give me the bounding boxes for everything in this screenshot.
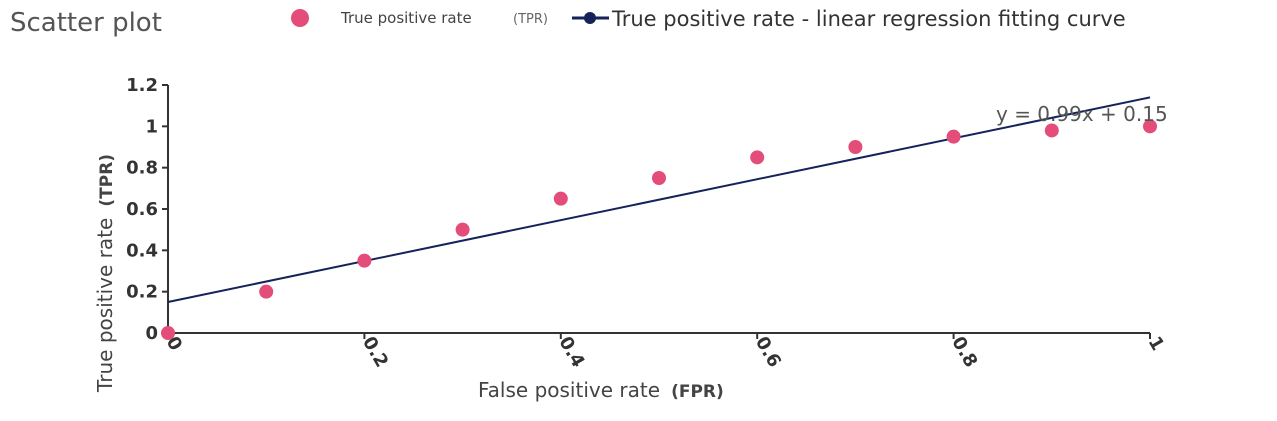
legend-line-label: True positive rate - linear regression f… xyxy=(611,7,1126,31)
regression-equation: y = 0.99x + 0.15 xyxy=(996,102,1168,126)
scatter-point xyxy=(553,191,568,206)
scatter-points xyxy=(161,119,1157,340)
x-tick-label: 0.6 xyxy=(751,333,785,371)
y-axis-label: True positive rate (TPR) xyxy=(93,154,117,393)
x-ticks: 0 0.2 0.4 0.6 0.8 1 xyxy=(162,333,1168,371)
y-axis-label-unit: (TPR) xyxy=(97,154,117,207)
x-tick-label: 1 xyxy=(1144,333,1168,354)
x-axis-label-text: False positive rate xyxy=(478,378,660,402)
legend-scatter-unit: (TPR) xyxy=(513,12,548,27)
y-tick-label: 0.2 xyxy=(126,282,158,303)
scatter-point xyxy=(161,326,175,340)
y-tick-label: 0 xyxy=(145,323,158,344)
scatter-point xyxy=(1143,119,1157,134)
x-tick-label: 0.4 xyxy=(554,333,588,371)
regression-line xyxy=(167,96,1151,303)
legend: True positive rate (TPR) True positive r… xyxy=(291,7,1126,31)
scatter-point xyxy=(946,129,961,144)
scatter-point xyxy=(848,140,863,154)
legend-line-dot xyxy=(584,12,596,24)
x-tick-label: 0.2 xyxy=(358,333,392,371)
x-axis-label: False positive rate (FPR) xyxy=(478,378,724,402)
scatter-point xyxy=(1044,123,1059,138)
scatter-point xyxy=(259,284,274,299)
legend-scatter-label: True positive rate xyxy=(340,9,472,27)
scatter-point xyxy=(357,253,372,268)
y-tick-label: 1 xyxy=(145,116,158,137)
scatter-point xyxy=(652,171,666,185)
y-tick-label: 0.8 xyxy=(126,158,158,179)
y-ticks: 0 0.2 0.4 0.6 0.8 1 1.2 xyxy=(126,75,168,344)
y-tick-label: 0.4 xyxy=(126,240,158,261)
scatter-point xyxy=(455,222,470,237)
x-axis-label-unit: (FPR) xyxy=(671,382,724,402)
y-tick-label: 1.2 xyxy=(126,75,158,96)
legend-scatter-marker xyxy=(291,9,309,27)
chart-title: Scatter plot xyxy=(10,8,162,38)
x-tick-label: 0.8 xyxy=(947,333,981,371)
y-tick-label: 0.6 xyxy=(126,199,158,220)
y-axis-label-text: True positive rate xyxy=(93,218,117,393)
scatter-point xyxy=(750,150,765,165)
